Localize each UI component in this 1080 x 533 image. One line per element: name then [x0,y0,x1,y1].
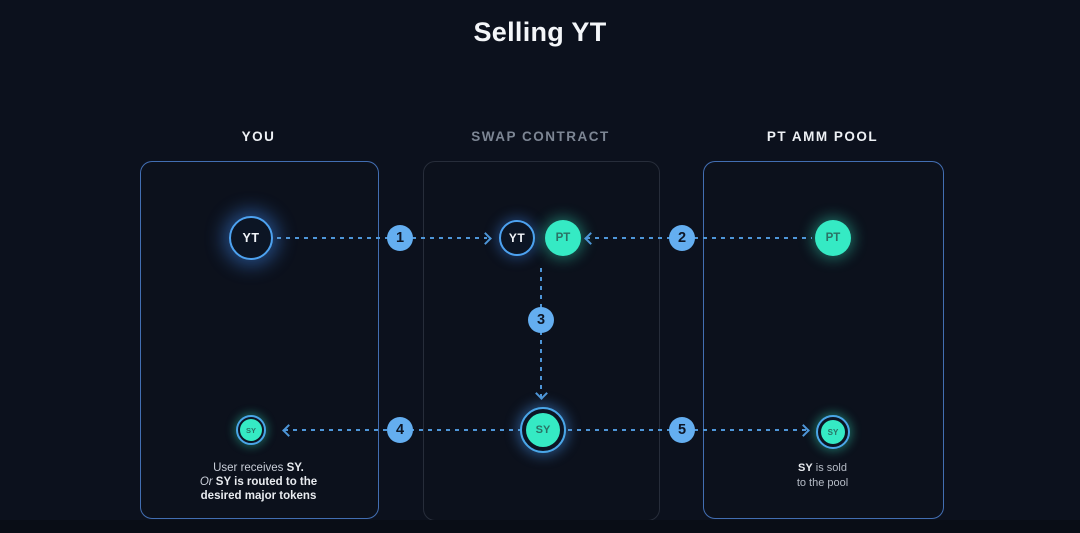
step-4-badge: 4 [387,417,413,443]
step-5-badge: 5 [669,417,695,443]
pool-note-line2: to the pool [796,476,849,489]
you-note-line2: Or SY is routed to the [199,476,318,488]
pool-note: SY is sold to the pool [713,461,932,490]
column-label-swap-contract: SWAP CONTRACT [471,129,610,144]
sy-token-you: SY [236,415,266,445]
step-3-badge: 3 [528,307,554,333]
you-note: User receives SY. Or SY is routed to the… [150,461,367,503]
sy-token-you-label: SY [240,419,262,441]
arrow-step-1 [277,237,487,239]
yt-token-swap: YT [499,220,535,256]
column-label-pt-amm-pool: PT AMM POOL [766,129,879,144]
sy-token-swap: SY [520,407,566,453]
pt-token-pool: PT [815,220,851,256]
you-note-line3: desired major tokens [200,490,317,502]
step-1-badge: 1 [387,225,413,251]
sy-token-pool: SY [816,415,850,449]
arrow-step-2 [586,237,812,239]
pool-note-line1: SY is sold [798,462,847,474]
step-2-badge: 2 [669,225,695,251]
you-note-line1: User receives SY. [213,462,304,474]
column-label-you: YOU [241,129,276,144]
bottom-edge [0,520,1080,533]
pt-amm-pool-panel [703,161,944,519]
sy-token-pool-label: SY [821,420,845,444]
yt-token-you: YT [229,216,273,260]
pt-token-swap: PT [545,220,581,256]
page-title: Selling YT [473,17,607,47]
sy-token-swap-label: SY [526,413,560,447]
